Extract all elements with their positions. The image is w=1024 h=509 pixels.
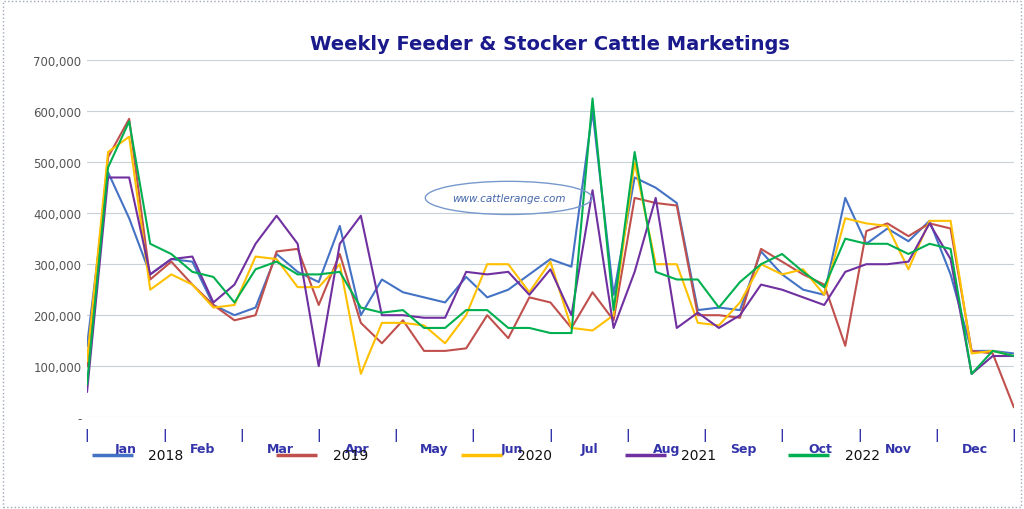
Text: |: | [626,429,630,441]
Text: 2022: 2022 [845,448,880,463]
Text: Dec: Dec [963,442,988,456]
Text: 2019: 2019 [333,448,368,463]
Text: |: | [702,429,708,441]
Text: |: | [779,429,784,441]
Text: |: | [240,429,244,441]
Text: Jul: Jul [581,442,598,456]
Text: Feb: Feb [190,442,216,456]
Text: Oct: Oct [809,442,833,456]
Title: Weekly Feeder & Stocker Cattle Marketings: Weekly Feeder & Stocker Cattle Marketing… [310,35,791,54]
Text: Apr: Apr [345,442,370,456]
Text: |: | [393,429,398,441]
Text: Mar: Mar [266,442,294,456]
Text: Sep: Sep [730,442,757,456]
Text: Jun: Jun [501,442,523,456]
Text: Nov: Nov [885,442,911,456]
Text: May: May [420,442,449,456]
Text: |: | [548,429,553,441]
Text: Aug: Aug [652,442,680,456]
Text: |: | [857,429,861,441]
Text: 2020: 2020 [517,448,552,463]
Text: 2018: 2018 [148,448,183,463]
Text: www.cattlerange.com: www.cattlerange.com [452,193,565,204]
Text: |: | [85,429,89,441]
Text: |: | [316,429,322,441]
Text: |: | [471,429,475,441]
Text: |: | [1012,429,1016,441]
Text: 2021: 2021 [681,448,716,463]
Text: |: | [934,429,939,441]
Text: |: | [162,429,167,441]
Text: Jan: Jan [115,442,136,456]
